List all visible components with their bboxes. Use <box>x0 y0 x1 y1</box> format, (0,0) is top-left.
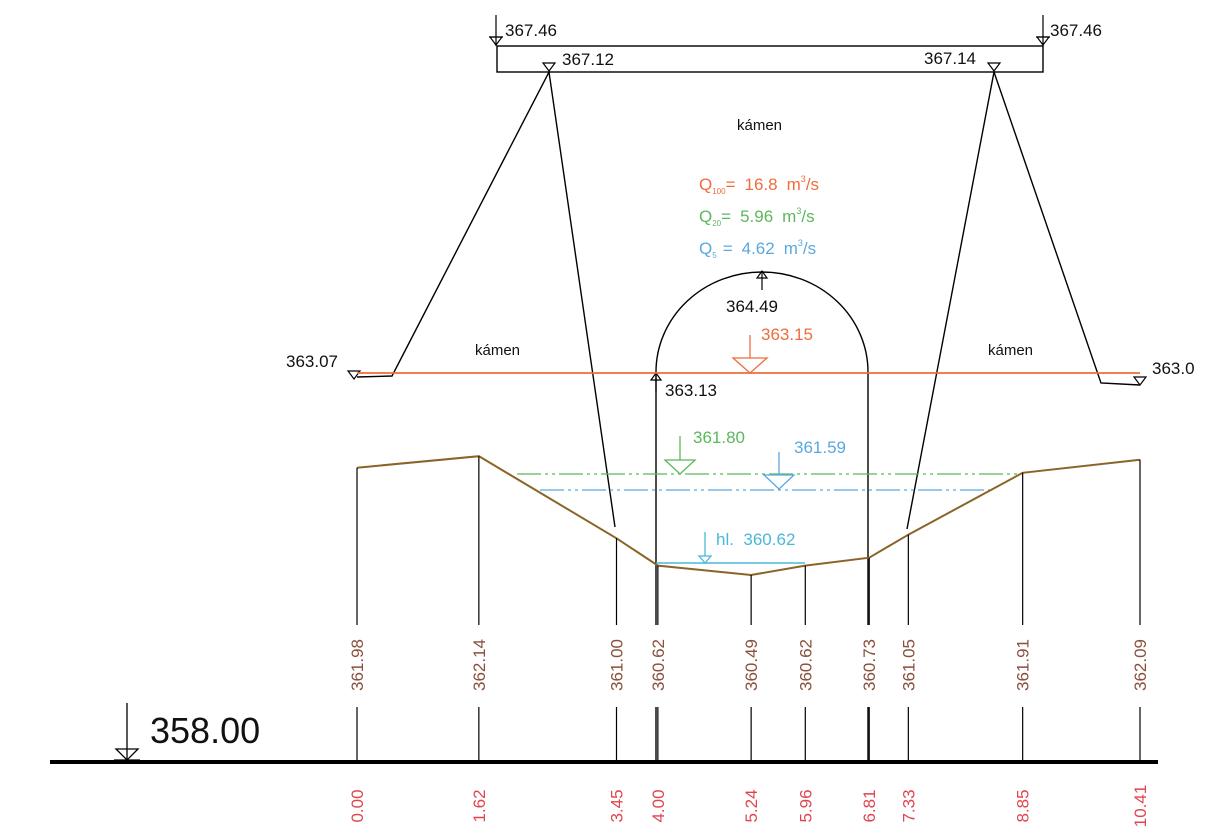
q20-level-marker <box>663 436 697 475</box>
flow-legend: Q100= 16.8 m3/s Q20= 5.96 m3/s Q5 = 4.62 m3/s <box>699 174 819 260</box>
flow-q20-eq: = <box>721 207 731 226</box>
q20-level-label: 361.80 <box>693 428 745 447</box>
deck-level-marker-left <box>488 15 504 46</box>
flow-q100-sub: 100 <box>712 187 726 196</box>
q5-level-label: 361.59 <box>794 438 846 457</box>
deck-top-left-label: 367.46 <box>505 21 557 40</box>
terrain-layer: 361.98 0.00 362.14 1.62 361.00 3.45 360.62 4.00… <box>348 455 1150 828</box>
arch-opening <box>655 271 869 762</box>
station-label: 6.81 <box>860 789 879 822</box>
material-label-top: kámen <box>737 117 782 134</box>
flow-q5-eq: = <box>723 239 733 258</box>
station-label: 8.85 <box>1014 789 1033 822</box>
flow-q20: Q20= 5.96 m3/s <box>699 206 815 228</box>
hl-level-marker <box>697 532 713 564</box>
deck-bottom-left-label: 367.12 <box>562 50 614 69</box>
flow-q100-eq: = <box>726 175 736 194</box>
flow-q100-symbol: Q <box>699 175 712 194</box>
flow-q20-unit-tail: /s <box>801 207 814 226</box>
elevation-label: 361.91 <box>1014 639 1033 691</box>
elevation-label: 360.62 <box>796 639 815 691</box>
abutment-marker-right <box>1132 376 1148 386</box>
flow-q5-unit: m <box>784 239 798 258</box>
flow-q5: Q5 = 4.62 m3/s <box>699 238 816 260</box>
flow-q20-symbol: Q <box>699 207 712 226</box>
arch-springing-label: 363.13 <box>665 381 717 400</box>
q100-level-label: 363.15 <box>761 325 813 344</box>
flow-q100: Q100= 16.8 m3/s <box>699 174 819 196</box>
flow-q5-sup: 3 <box>798 238 803 248</box>
abutment-left-label: 363.07 <box>286 352 338 371</box>
datum-marker <box>114 703 140 761</box>
elevation-label-gap <box>1013 625 1032 707</box>
elevation-label-gap <box>860 625 879 707</box>
elevation-label-gap <box>899 625 918 707</box>
station-label: 3.45 <box>607 789 626 822</box>
q5-level-marker <box>762 452 796 490</box>
station-label: 7.33 <box>899 789 918 822</box>
elevation-label-gap <box>796 625 815 707</box>
station-label: 5.24 <box>742 789 761 822</box>
elevation-label-gap <box>607 625 626 707</box>
q100-level-marker <box>731 335 769 374</box>
station-label: 10.41 <box>1131 785 1150 828</box>
flow-q5-symbol: Q <box>699 239 712 258</box>
material-label-left: kámen <box>475 342 520 359</box>
elevation-label: 360.62 <box>649 639 668 691</box>
flow-q20-value: 5.96 <box>740 207 773 226</box>
elevation-label-gap <box>1131 625 1149 707</box>
bridge-deck <box>496 45 1044 73</box>
flow-q20-sup: 3 <box>796 206 801 216</box>
left-stone-outline <box>356 69 616 528</box>
material-label-right: kámen <box>988 342 1033 359</box>
elevation-label-gap <box>742 625 761 707</box>
hl-level-label: hl. 360.62 <box>716 530 795 549</box>
deck-bottom-marker-right <box>986 62 1002 72</box>
datum-label: 358.00 <box>150 710 260 751</box>
flow-q100-unit-tail: /s <box>806 175 819 194</box>
station-label: 4.00 <box>649 789 668 822</box>
elevation-label: 361.98 <box>348 639 367 691</box>
elevation-label: 362.09 <box>1131 639 1150 691</box>
deck-bottom-marker-left <box>541 62 557 72</box>
deck-level-marker-right <box>1035 15 1051 46</box>
flow-q20-unit: m <box>782 207 796 226</box>
elevation-label: 360.49 <box>742 639 761 691</box>
elevation-label: 361.00 <box>607 639 626 691</box>
elevation-label: 360.73 <box>860 639 879 691</box>
deck-top-right-label: 367.46 <box>1050 21 1102 40</box>
flow-q5-sub: 5 <box>712 251 717 260</box>
abutment-marker-left <box>346 370 362 380</box>
station-label: 0.00 <box>348 789 367 822</box>
elevation-label-gap <box>648 625 667 707</box>
arch-crown-label: 364.49 <box>726 297 778 316</box>
abutment-right-label: 363.0 <box>1152 359 1195 378</box>
elevation-label: 361.05 <box>899 639 918 691</box>
elevation-label-gap <box>469 625 488 707</box>
flow-q100-value: 16.8 <box>745 175 778 194</box>
arch-crown-marker <box>755 269 769 290</box>
right-stone-outline <box>906 69 1141 530</box>
flow-q20-sub: 20 <box>712 219 721 228</box>
flow-q5-value: 4.62 <box>742 239 775 258</box>
elevation-label-gap <box>348 625 366 707</box>
terrain-profile-line <box>356 455 1141 577</box>
arch-springing-marker <box>649 371 663 392</box>
deck-bottom-right-label: 367.14 <box>924 49 976 68</box>
flow-q5-unit-tail: /s <box>803 239 816 258</box>
station-label: 5.96 <box>796 789 815 822</box>
station-label: 1.62 <box>470 789 489 822</box>
elevation-label: 362.14 <box>470 639 489 691</box>
flow-q100-sup: 3 <box>801 174 806 184</box>
flow-q100-unit: m <box>787 175 801 194</box>
